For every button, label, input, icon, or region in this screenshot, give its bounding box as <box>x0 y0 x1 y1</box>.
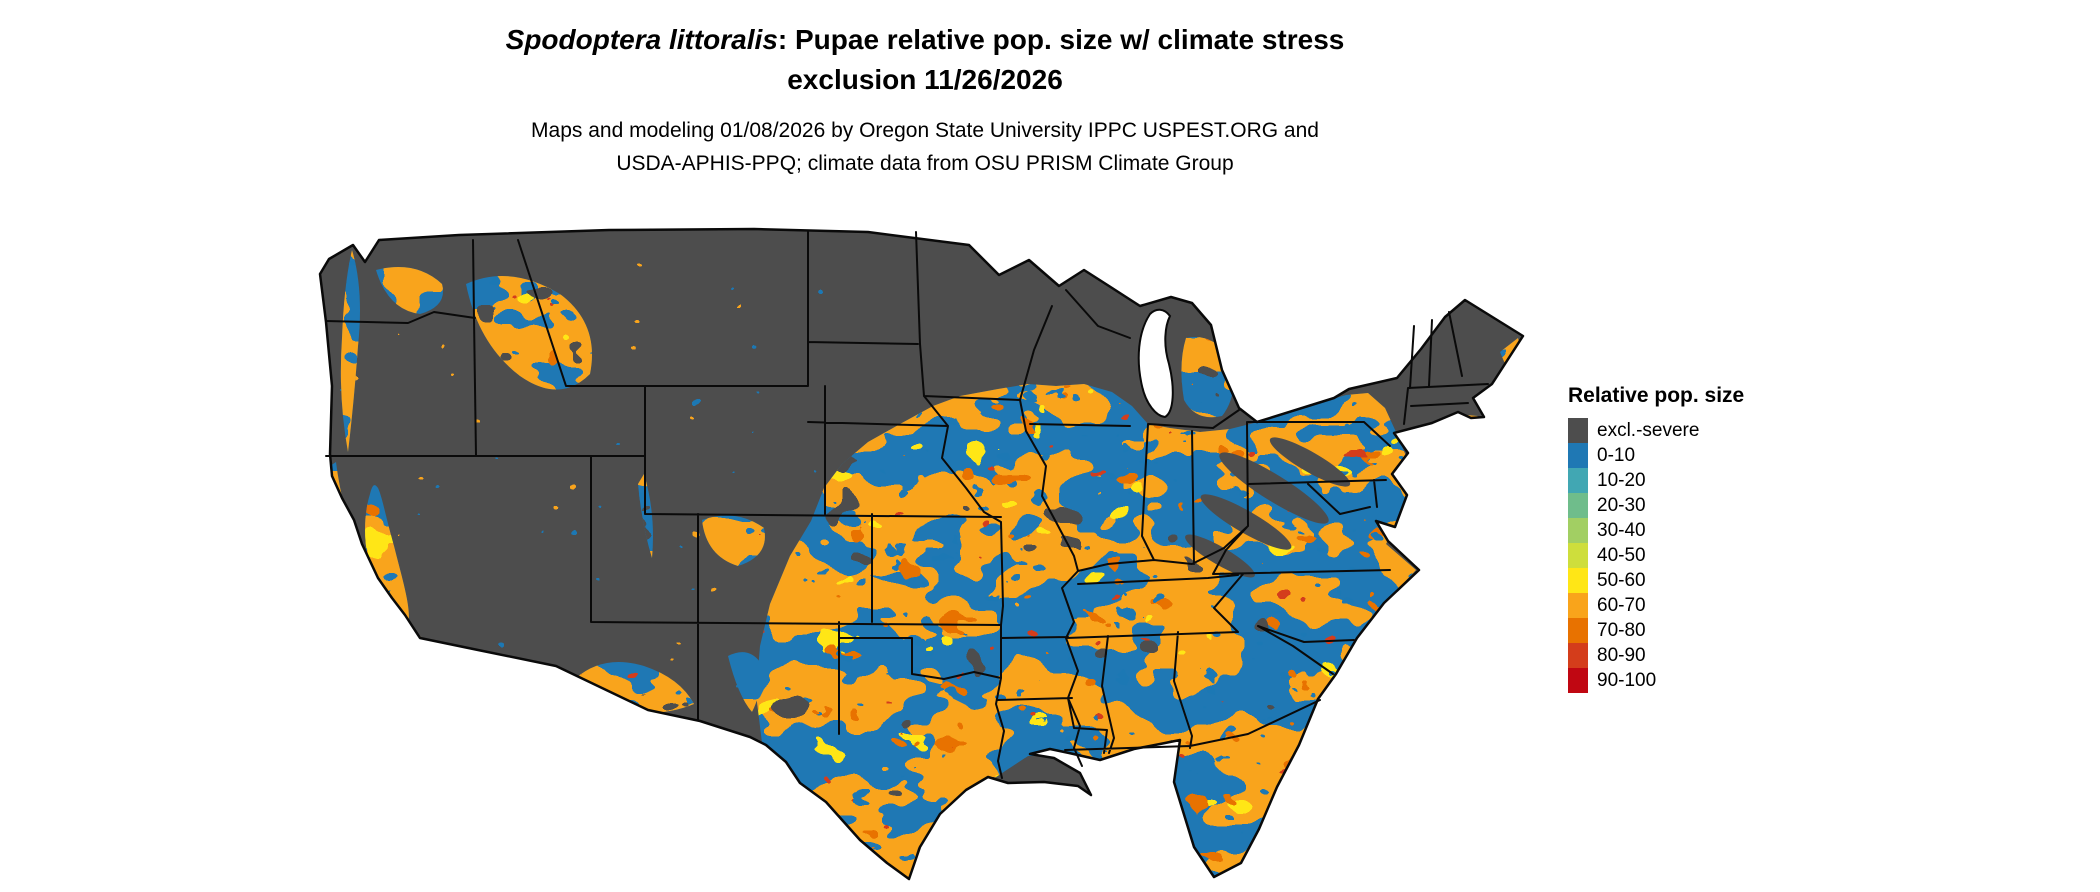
map-title-line1: Spodoptera littoralis: Pupae relative po… <box>310 20 1540 60</box>
map-header: Spodoptera littoralis: Pupae relative po… <box>310 20 1540 180</box>
legend-entry-label: excl.-severe <box>1597 420 1700 441</box>
legend-color-swatch <box>1568 418 1588 443</box>
legend-color-swatch <box>1568 618 1588 643</box>
legend-color-swatch <box>1568 518 1588 543</box>
legend-entry: 0-10 <box>1568 443 1744 468</box>
legend-entry-label: 40-50 <box>1597 545 1646 566</box>
legend-entry: 60-70 <box>1568 593 1744 618</box>
legend-entry-label: 10-20 <box>1597 470 1646 491</box>
legend-entry: 70-80 <box>1568 618 1744 643</box>
legend-entry: 50-60 <box>1568 568 1744 593</box>
legend-color-swatch <box>1568 468 1588 493</box>
subtitle-line1: Maps and modeling 01/08/2026 by Oregon S… <box>531 119 1319 142</box>
legend-entry-label: 80-90 <box>1597 645 1646 666</box>
legend: Relative pop. size excl.-severe 0-10 10-… <box>1568 384 1744 693</box>
legend-entry: 80-90 <box>1568 643 1744 668</box>
legend-entry-label: 30-40 <box>1597 520 1646 541</box>
legend-entry-label: 20-30 <box>1597 495 1646 516</box>
legend-entry: excl.-severe <box>1568 418 1744 443</box>
legend-color-swatch <box>1568 543 1588 568</box>
legend-title: Relative pop. size <box>1568 384 1745 407</box>
legend-color-swatch <box>1568 568 1588 593</box>
legend-entry: 10-20 <box>1568 468 1744 493</box>
legend-color-swatch <box>1568 493 1588 518</box>
title-rest: : Pupae relative pop. size w/ climate st… <box>777 24 1345 55</box>
legend-entry: 90-100 <box>1568 668 1744 693</box>
legend-entry-label: 60-70 <box>1597 595 1646 616</box>
legend-color-swatch <box>1568 443 1588 468</box>
legend-entry-label: 70-80 <box>1597 620 1646 641</box>
legend-entry: 40-50 <box>1568 543 1744 568</box>
map-subtitle: Maps and modeling 01/08/2026 by Oregon S… <box>310 114 1540 180</box>
us-map-svg <box>318 227 1525 881</box>
legend-entry: 20-30 <box>1568 493 1744 518</box>
legend-color-swatch <box>1568 593 1588 618</box>
legend-color-swatch <box>1568 668 1588 693</box>
subtitle-line2: USDA-APHIS-PPQ; climate data from OSU PR… <box>616 152 1234 175</box>
legend-entry-label: 90-100 <box>1597 670 1657 691</box>
legend-entry-label: 50-60 <box>1597 570 1646 591</box>
species-name: Spodoptera littoralis <box>505 24 778 55</box>
lake-michigan <box>1137 308 1174 419</box>
legend-color-swatch <box>1568 643 1588 668</box>
map-title-line2: exclusion 11/26/2026 <box>787 64 1063 95</box>
legend-entry: 30-40 <box>1568 518 1744 543</box>
us-distribution-map <box>308 226 1532 888</box>
legend-entry-label: 0-10 <box>1597 445 1636 466</box>
state-borders <box>325 231 1489 779</box>
